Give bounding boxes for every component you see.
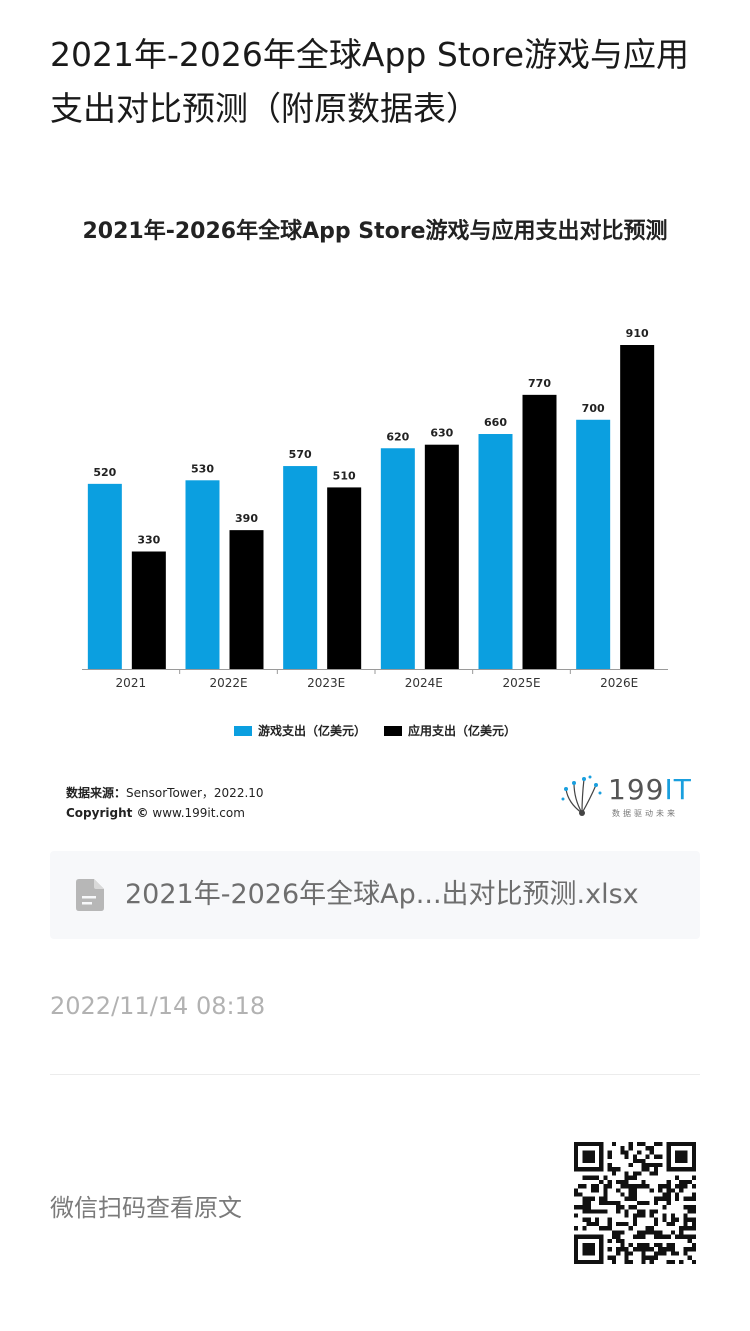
attachment-card[interactable]: 2021年-2026年全球Ap...出对比预测.xlsx [50,851,700,939]
data-label: 630 [430,427,453,440]
logo-text-num: 199 [608,773,665,806]
bar-apps [424,444,459,669]
x-tick-label: 2021 [116,676,147,690]
data-label: 330 [137,534,160,547]
legend-swatch-apps [384,725,402,736]
x-tick-label: 2025E [502,676,540,690]
chart-legend: 游戏支出（亿美元） 应用支出（亿美元） [50,722,700,739]
logo-text: 199IT [608,773,692,806]
legend-label-apps: 应用支出（亿美元） [408,724,517,738]
data-label: 620 [386,430,409,443]
data-label: 390 [235,512,258,525]
bar-games [185,480,220,669]
x-tick-label: 2023E [307,676,345,690]
data-label: 910 [626,327,649,340]
bar-games [380,448,415,669]
copyright-value: www.199it.com [152,806,245,820]
article-title: 2021年-2026年全球App Store游戏与应用支出对比预测（附原数据表） [50,35,690,128]
data-label: 660 [484,416,507,429]
bar-chart: 520 330 2021 530 390 2022E 570 510 2023E 620 630 20… [82,327,668,690]
legend-swatch-games [233,725,252,736]
chart-title: 2021年-2026年全球App Store游戏与应用支出对比预测 [82,219,668,244]
data-label: 530 [191,462,214,475]
chart-source: 数据来源：SensorTower，2022.10 Copyright © www… [66,783,264,823]
data-label: 770 [528,377,551,390]
bar-apps [522,394,557,669]
legend-label-games: 游戏支出（亿美元） [257,724,366,738]
logo-dots-icon [561,775,602,816]
bar-apps [620,345,655,669]
chart-image: 2021年-2026年全球App Store游戏与应用支出对比预测 520 330… [50,195,700,835]
source-label: 数据来源： [66,786,127,800]
document-icon [76,879,104,911]
qr-label: 微信扫码查看原文 [50,1194,242,1222]
bar-apps [327,487,362,669]
qr-code-icon[interactable] [574,1142,696,1264]
bar-games [576,419,611,669]
data-label: 510 [333,469,356,482]
bar-games [87,483,122,669]
x-tick-label: 2026E [600,676,638,690]
attachment-file-name: 2021年-2026年全球Ap...出对比预测.xlsx [125,879,639,910]
logo-tagline: 数据驱动未来 [612,809,678,818]
source-value: SensorTower，2022.10 [126,786,264,800]
bar-apps [131,551,166,669]
x-tick-label: 2022E [209,676,247,690]
logo-text-it: IT [664,773,692,806]
data-label: 520 [93,466,116,479]
bar-games [478,434,513,669]
bar-apps [229,530,264,669]
bar-games [283,466,318,669]
copyright-label: Copyright © [66,806,149,820]
legend-item-games: 游戏支出（亿美元） [233,722,366,739]
x-tick-label: 2024E [405,676,443,690]
data-label: 570 [289,448,312,461]
data-label: 700 [582,402,605,415]
legend-item-apps: 应用支出（亿美元） [384,722,516,739]
brand-logo: 199IT 数据驱动未来 [560,773,700,821]
publish-timestamp: 2022/11/14 08:18 [50,992,266,1020]
divider [50,1074,700,1075]
